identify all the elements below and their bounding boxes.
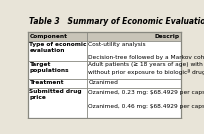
Text: Descrip: Descrip <box>154 34 180 39</box>
Text: Cost-utility analysis

Decision-tree followed by a Markov cohort model: Cost-utility analysis Decision-tree foll… <box>89 42 204 60</box>
Bar <box>28 32 181 41</box>
Text: Ozanimed, 0.23 mg: $68.4929 per capsuleᵇ

Ozanimed, 0.46 mg: $68.4929 per capsul: Ozanimed, 0.23 mg: $68.4929 per capsuleᵇ… <box>89 89 204 109</box>
Text: Component: Component <box>29 34 68 39</box>
Text: Submitted drug
price: Submitted drug price <box>29 89 82 100</box>
Text: Treatment: Treatment <box>29 80 64 85</box>
Bar <box>28 32 181 118</box>
Text: Type of economic
evaluation: Type of economic evaluation <box>29 42 87 53</box>
Text: Ozanimed: Ozanimed <box>89 80 118 85</box>
Text: Target
populations: Target populations <box>29 62 69 73</box>
Text: Adult patients (≥ 18 years of age) with moderately
without prior exposure to bio: Adult patients (≥ 18 years of age) with … <box>89 62 204 75</box>
Text: Table 3   Summary of Economic Evaluation: Table 3 Summary of Economic Evaluation <box>29 17 204 26</box>
